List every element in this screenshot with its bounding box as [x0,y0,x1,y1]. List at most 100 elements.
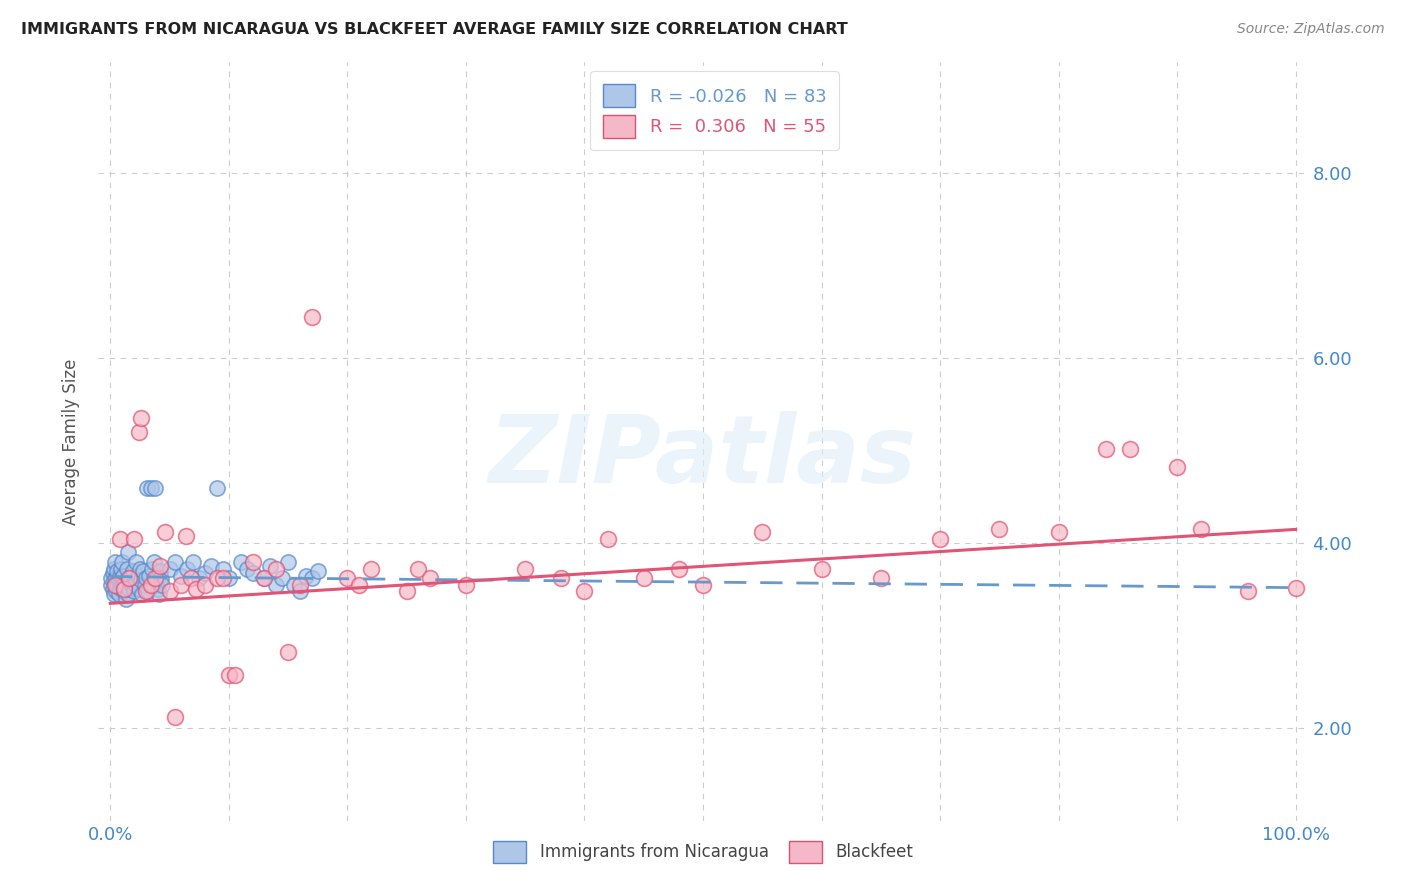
Point [170,568,193,582]
Point [122,532,145,546]
Point [692,578,714,592]
Point [929,532,952,546]
Point [159,584,181,599]
Point [229,555,252,569]
Text: Source: ZipAtlas.com: Source: ZipAtlas.com [1237,22,1385,37]
Point [633,571,655,585]
Point [408,562,430,576]
Point [110,562,132,576]
Point [277,555,299,569]
Point [259,559,281,574]
Point [212,562,235,576]
Y-axis label: Average Family Size: Average Family Size [62,359,80,524]
Point [103,573,125,587]
Point [129,573,152,587]
Point [122,584,145,599]
Point [454,578,477,592]
Point [104,555,127,569]
Point [111,571,134,585]
Point [288,584,311,599]
Point [105,584,128,599]
Point [301,571,323,585]
Point [235,562,257,576]
Point [114,584,136,599]
Point [1285,581,1308,595]
Point [242,555,264,569]
Point [515,562,537,576]
Point [118,571,141,585]
Point [205,571,228,585]
Point [181,555,204,569]
Point [180,571,202,585]
Point [117,587,139,601]
Point [205,481,228,495]
Point [101,566,124,580]
Point [104,578,127,592]
Point [121,564,143,578]
Point [988,522,1011,536]
Point [307,564,329,578]
Point [347,578,370,592]
Point [143,481,166,495]
Point [120,571,142,585]
Point [574,584,596,599]
Point [135,584,157,599]
Point [129,411,152,425]
Point [127,568,149,582]
Point [152,578,174,592]
Point [110,578,132,592]
Point [103,562,125,576]
Point [104,578,127,592]
Point [1237,584,1260,599]
Point [139,481,162,495]
Point [253,571,276,585]
Point [128,582,150,597]
Point [598,532,620,546]
Point [138,568,160,582]
Point [218,667,240,681]
Point [264,562,287,576]
Point [360,562,382,576]
Point [1047,525,1070,540]
Point [105,564,128,578]
Point [108,581,131,595]
Point [288,578,311,592]
Point [114,582,136,597]
Point [143,555,166,569]
Point [105,571,128,585]
Point [170,578,193,592]
Point [115,562,138,576]
Point [131,587,153,601]
Point [150,571,173,585]
Point [143,571,166,585]
Point [128,425,150,440]
Point [132,564,155,578]
Point [124,577,146,591]
Point [100,571,122,585]
Point [114,591,136,606]
Point [165,710,187,724]
Point [184,582,207,597]
Point [136,481,159,495]
Point [108,568,131,582]
Point [111,555,134,569]
Point [159,562,181,576]
Point [149,559,172,574]
Point [1119,442,1142,456]
Point [295,568,318,582]
Point [224,667,246,681]
Point [212,571,235,585]
Text: ZIPatlas: ZIPatlas [489,410,917,503]
Point [550,571,572,585]
Point [148,587,170,601]
Point [869,571,891,585]
Point [129,562,152,576]
Point [751,525,773,540]
Point [218,571,240,585]
Point [200,559,222,574]
Point [1189,522,1212,536]
Point [105,578,128,592]
Point [135,571,157,585]
Point [136,584,159,599]
Point [253,571,276,585]
